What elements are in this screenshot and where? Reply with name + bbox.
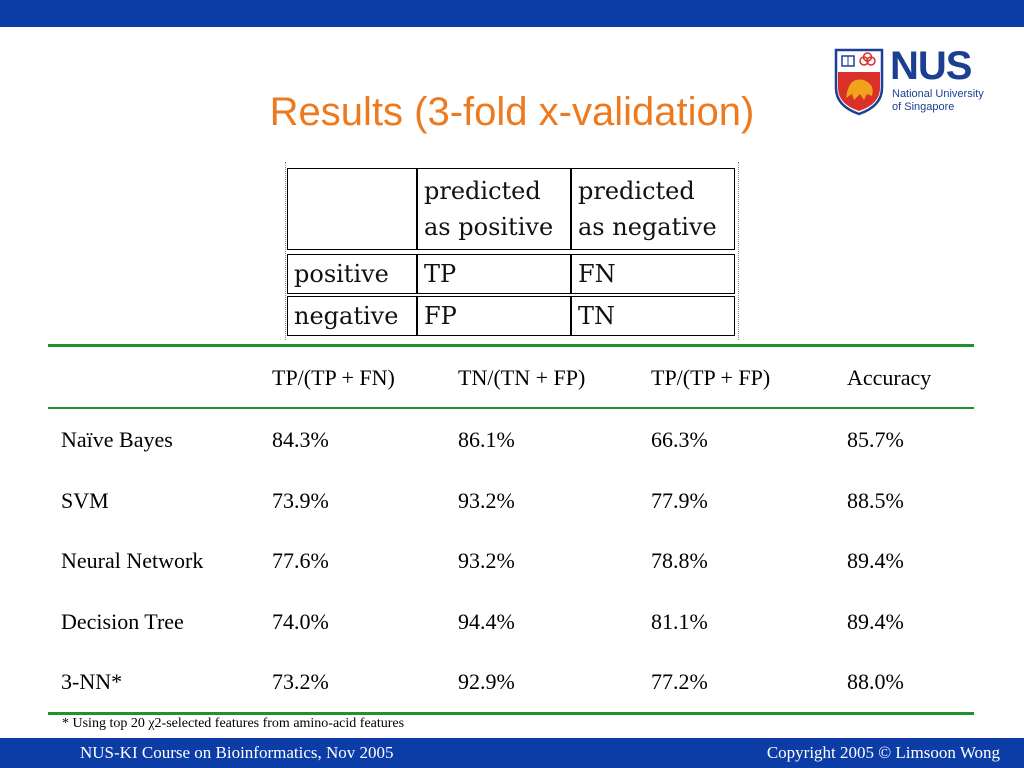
footnote: * Using top 20 χ2-selected features from… — [62, 716, 405, 731]
footer-bar: NUS-KI Course on Bioinformatics, Nov 200… — [0, 738, 1024, 768]
table-cell: 77.9% — [651, 488, 708, 513]
copyright-footer: Copyright 2005 © Limsoon Wong — [766, 743, 1000, 762]
table-header-rule — [48, 407, 974, 409]
table-cell: 94.4% — [458, 609, 515, 634]
table-cell: 88.0% — [847, 669, 904, 694]
table-row: Naïve Bayes 84.3% 86.1% 66.3% 85.7% — [48, 420, 974, 460]
table-cell: 85.7% — [847, 427, 904, 452]
table-top-rule — [48, 344, 974, 347]
table-cell: 77.2% — [651, 669, 708, 694]
table-cell: 89.4% — [847, 609, 904, 634]
table-cell: 74.0% — [272, 609, 329, 634]
table-cell: 77.6% — [272, 548, 329, 573]
table-cell: 88.5% — [847, 488, 904, 513]
results-table-header: TP/(TP + FN) TN/(TN + FP) TP/(TP + FP) A… — [48, 358, 974, 398]
confusion-matrix-cell: TP — [417, 254, 571, 294]
table-cell: 84.3% — [272, 427, 329, 452]
method-name: Naïve Bayes — [61, 427, 173, 452]
confusion-matrix-cell: FN — [571, 254, 735, 294]
nus-wordmark: NUS — [890, 44, 972, 88]
table-cell: 73.2% — [272, 669, 329, 694]
slide-title: Results (3-fold x-validation) — [269, 90, 755, 134]
method-name: Neural Network — [61, 548, 204, 573]
results-column-header: Accuracy — [847, 365, 932, 390]
confusion-matrix-header-cell: predicted as negative — [571, 168, 735, 250]
confusion-matrix-row: negative FP TN — [287, 296, 735, 336]
table-cell: 93.2% — [458, 488, 515, 513]
table-row: Neural Network 77.6% 93.2% 78.8% 89.4% — [48, 541, 974, 581]
confusion-matrix-header-row: predicted as positive predicted as negat… — [287, 168, 735, 250]
table-cell: 89.4% — [847, 548, 904, 573]
table-cell: 93.2% — [458, 548, 515, 573]
table-row: Decision Tree 74.0% 94.4% 81.1% 89.4% — [48, 602, 974, 642]
method-name: Decision Tree — [61, 609, 184, 634]
confusion-matrix-corner-cell — [287, 168, 417, 250]
top-bar — [0, 0, 1024, 27]
confusion-matrix-cell: FP — [417, 296, 571, 336]
nus-name-line-2: of Singapore — [892, 101, 955, 113]
nus-crest-icon — [834, 48, 884, 116]
confusion-matrix-row-label: positive — [287, 254, 417, 294]
table-cell: 81.1% — [651, 609, 708, 634]
method-name: 3-NN* — [61, 669, 123, 694]
table-row: SVM 73.9% 93.2% 77.9% 88.5% — [48, 481, 974, 521]
results-column-header: TP/(TP + FN) — [272, 365, 395, 390]
table-cell: 66.3% — [651, 427, 708, 452]
table-bottom-rule — [48, 712, 974, 715]
results-column-header: TP/(TP + FP) — [651, 365, 771, 390]
nus-logo: NUS National University of Singapore — [834, 44, 994, 124]
table-row: 3-NN* 73.2% 92.9% 77.2% 88.0% — [48, 662, 974, 702]
confusion-matrix-cell: TN — [571, 296, 735, 336]
method-name: SVM — [61, 488, 109, 513]
nus-name-line-1: National University — [892, 88, 984, 100]
table-cell: 78.8% — [651, 548, 708, 573]
confusion-matrix-row-label: negative — [287, 296, 417, 336]
table-cell: 86.1% — [458, 427, 515, 452]
confusion-matrix-header-cell: predicted as positive — [417, 168, 571, 250]
confusion-matrix: predicted as positive predicted as negat… — [285, 162, 739, 340]
table-cell: 92.9% — [458, 669, 515, 694]
table-cell: 73.9% — [272, 488, 329, 513]
course-footer: NUS-KI Course on Bioinformatics, Nov 200… — [80, 743, 394, 762]
results-column-header: TN/(TN + FP) — [458, 365, 586, 390]
confusion-matrix-row: positive TP FN — [287, 254, 735, 294]
